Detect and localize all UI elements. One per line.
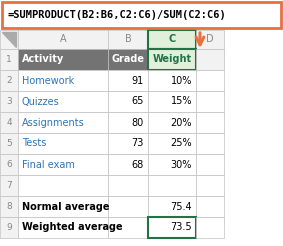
Bar [18, 196, 108, 217]
Bar [18, 217, 108, 238]
Text: A: A [60, 34, 66, 45]
Text: Tests: Tests [22, 138, 46, 149]
Text: 73: 73 [132, 138, 144, 149]
Text: 8: 8 [6, 202, 12, 211]
Text: 20%: 20% [170, 118, 192, 127]
Text: Quizzes: Quizzes [22, 96, 60, 107]
Bar [196, 154, 224, 175]
Text: 75.4: 75.4 [170, 201, 192, 212]
Bar [18, 154, 108, 175]
Bar [2, 2, 281, 28]
Bar [0, 30, 18, 49]
Text: B: B [125, 34, 131, 45]
Text: C: C [168, 34, 176, 45]
Bar [148, 70, 196, 91]
Bar [148, 196, 196, 217]
Bar [0, 175, 18, 196]
Bar [18, 175, 108, 196]
Text: D: D [206, 34, 214, 45]
Bar [196, 30, 224, 49]
Polygon shape [2, 32, 16, 47]
Bar [196, 175, 224, 196]
Text: 25%: 25% [170, 138, 192, 149]
Bar [148, 175, 196, 196]
Bar [108, 30, 148, 49]
Bar [196, 217, 224, 238]
Bar [196, 49, 224, 70]
Bar [108, 91, 148, 112]
Text: 2: 2 [6, 76, 12, 85]
Bar [196, 91, 224, 112]
Bar [148, 133, 196, 154]
Bar [0, 217, 18, 238]
Bar [0, 91, 18, 112]
Bar [196, 133, 224, 154]
Text: Homework: Homework [22, 76, 74, 86]
Text: =SUMPRODUCT(B2:B6,C2:C6)/SUM(C2:C6): =SUMPRODUCT(B2:B6,C2:C6)/SUM(C2:C6) [8, 10, 227, 20]
Bar [108, 196, 148, 217]
Text: 65: 65 [132, 96, 144, 107]
Text: 15%: 15% [170, 96, 192, 107]
Bar [0, 133, 18, 154]
Bar [148, 217, 196, 238]
Text: 3: 3 [6, 97, 12, 106]
Bar [196, 112, 224, 133]
Text: Assignments: Assignments [22, 118, 85, 127]
Text: 91: 91 [132, 76, 144, 86]
Bar [18, 133, 108, 154]
Text: 73.5: 73.5 [170, 222, 192, 232]
Text: 5: 5 [6, 139, 12, 148]
Bar [108, 70, 148, 91]
Text: 7: 7 [6, 181, 12, 190]
Bar [108, 175, 148, 196]
Bar [0, 49, 18, 70]
Bar [148, 30, 196, 49]
Bar [18, 91, 108, 112]
Bar [18, 70, 108, 91]
Text: Grade: Grade [111, 55, 144, 64]
Bar [0, 70, 18, 91]
Text: 10%: 10% [171, 76, 192, 86]
Text: Weighted average: Weighted average [22, 222, 123, 232]
Text: Activity: Activity [22, 55, 64, 64]
Text: Weight: Weight [153, 55, 192, 64]
Text: 4: 4 [6, 118, 12, 127]
Bar [148, 154, 196, 175]
Bar [108, 154, 148, 175]
Bar [0, 112, 18, 133]
Text: 1: 1 [6, 55, 12, 64]
Bar [18, 112, 108, 133]
Text: Normal average: Normal average [22, 201, 110, 212]
Bar [108, 49, 148, 70]
Bar [0, 154, 18, 175]
Bar [18, 49, 108, 70]
Text: 30%: 30% [171, 159, 192, 169]
Text: 80: 80 [132, 118, 144, 127]
Text: 68: 68 [132, 159, 144, 169]
Text: 9: 9 [6, 223, 12, 232]
Bar [148, 91, 196, 112]
Bar [196, 196, 224, 217]
Bar [196, 70, 224, 91]
Text: Final exam: Final exam [22, 159, 75, 169]
Bar [148, 112, 196, 133]
Bar [0, 196, 18, 217]
Bar [108, 217, 148, 238]
Bar [148, 49, 196, 70]
Bar [108, 133, 148, 154]
Bar [18, 30, 108, 49]
Text: 6: 6 [6, 160, 12, 169]
Bar [108, 112, 148, 133]
